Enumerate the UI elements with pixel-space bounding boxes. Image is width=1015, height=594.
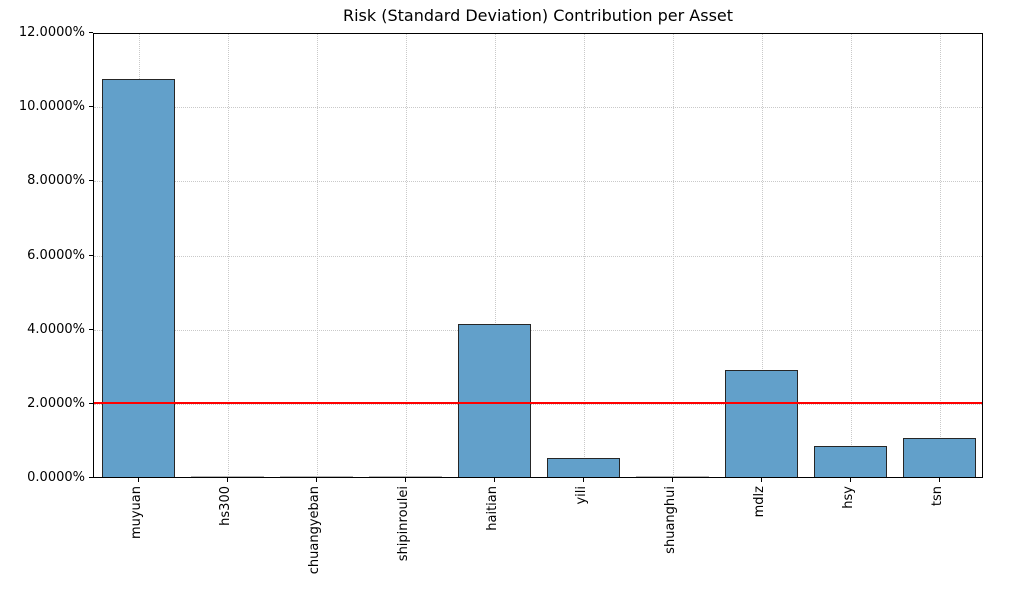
x-tick-label-shuanghui: shuanghui [663, 486, 678, 554]
h-gridline [94, 255, 982, 257]
x-tick-mark [227, 478, 228, 482]
h-gridline [94, 403, 982, 405]
v-gridline [940, 34, 941, 477]
h-gridline [94, 329, 982, 331]
x-tick-mark [494, 478, 495, 482]
h-gridline [94, 181, 982, 183]
bar-hs300 [191, 476, 264, 477]
x-tick-mark [405, 478, 406, 482]
x-tick-label-mdlz: mdlz [752, 486, 767, 518]
bar-shipinroulei [369, 476, 442, 477]
x-tick-mark [761, 478, 762, 482]
v-gridline [851, 34, 852, 477]
x-tick-label-chuangyeban: chuangyeban [307, 486, 322, 575]
v-gridline [762, 34, 763, 477]
y-tick-label: 10.0000% [18, 99, 85, 114]
bar-muyuan [102, 79, 175, 477]
bar-haitian [458, 324, 531, 477]
y-tick-label: 0.0000% [27, 470, 85, 485]
x-tick-mark [138, 478, 139, 482]
bar-shuanghui [636, 476, 709, 477]
y-tick-mark [89, 32, 93, 33]
bar-hsy [814, 446, 887, 477]
bar-mdlz [725, 370, 798, 477]
x-tick-mark [672, 478, 673, 482]
y-tick-mark [89, 255, 93, 256]
v-gridline [495, 34, 496, 477]
v-gridline [584, 34, 585, 477]
x-tick-mark [850, 478, 851, 482]
y-tick-label: 2.0000% [27, 396, 85, 411]
threshold-line [94, 402, 982, 404]
y-tick-label: 12.0000% [18, 25, 85, 40]
y-tick-mark [89, 403, 93, 404]
chart-title: Risk (Standard Deviation) Contribution p… [342, 6, 734, 25]
x-tick-mark [939, 478, 940, 482]
y-tick-mark [89, 329, 93, 330]
bar-chuangyeban [280, 476, 353, 477]
v-gridline [406, 34, 407, 477]
x-tick-label-shipinroulei: shipinroulei [396, 486, 411, 562]
v-gridline [228, 34, 229, 477]
x-tick-label-tsn: tsn [930, 486, 945, 507]
x-tick-label-hs300: hs300 [218, 486, 233, 526]
x-tick-mark [583, 478, 584, 482]
y-tick-mark [89, 180, 93, 181]
y-tick-mark [89, 477, 93, 478]
v-gridline [673, 34, 674, 477]
y-tick-label: 4.0000% [27, 322, 85, 337]
plot-area [93, 33, 983, 478]
x-tick-mark [316, 478, 317, 482]
y-tick-label: 6.0000% [27, 248, 85, 263]
bar-tsn [903, 438, 976, 477]
bar-yili [547, 458, 620, 477]
v-gridline [317, 34, 318, 477]
x-tick-label-haitian: haitian [485, 486, 500, 531]
y-tick-mark [89, 106, 93, 107]
h-gridline [94, 107, 982, 109]
y-tick-label: 8.0000% [27, 173, 85, 188]
x-tick-label-muyuan: muyuan [129, 486, 144, 540]
x-tick-label-yili: yili [574, 486, 589, 505]
x-tick-label-hsy: hsy [841, 486, 856, 509]
